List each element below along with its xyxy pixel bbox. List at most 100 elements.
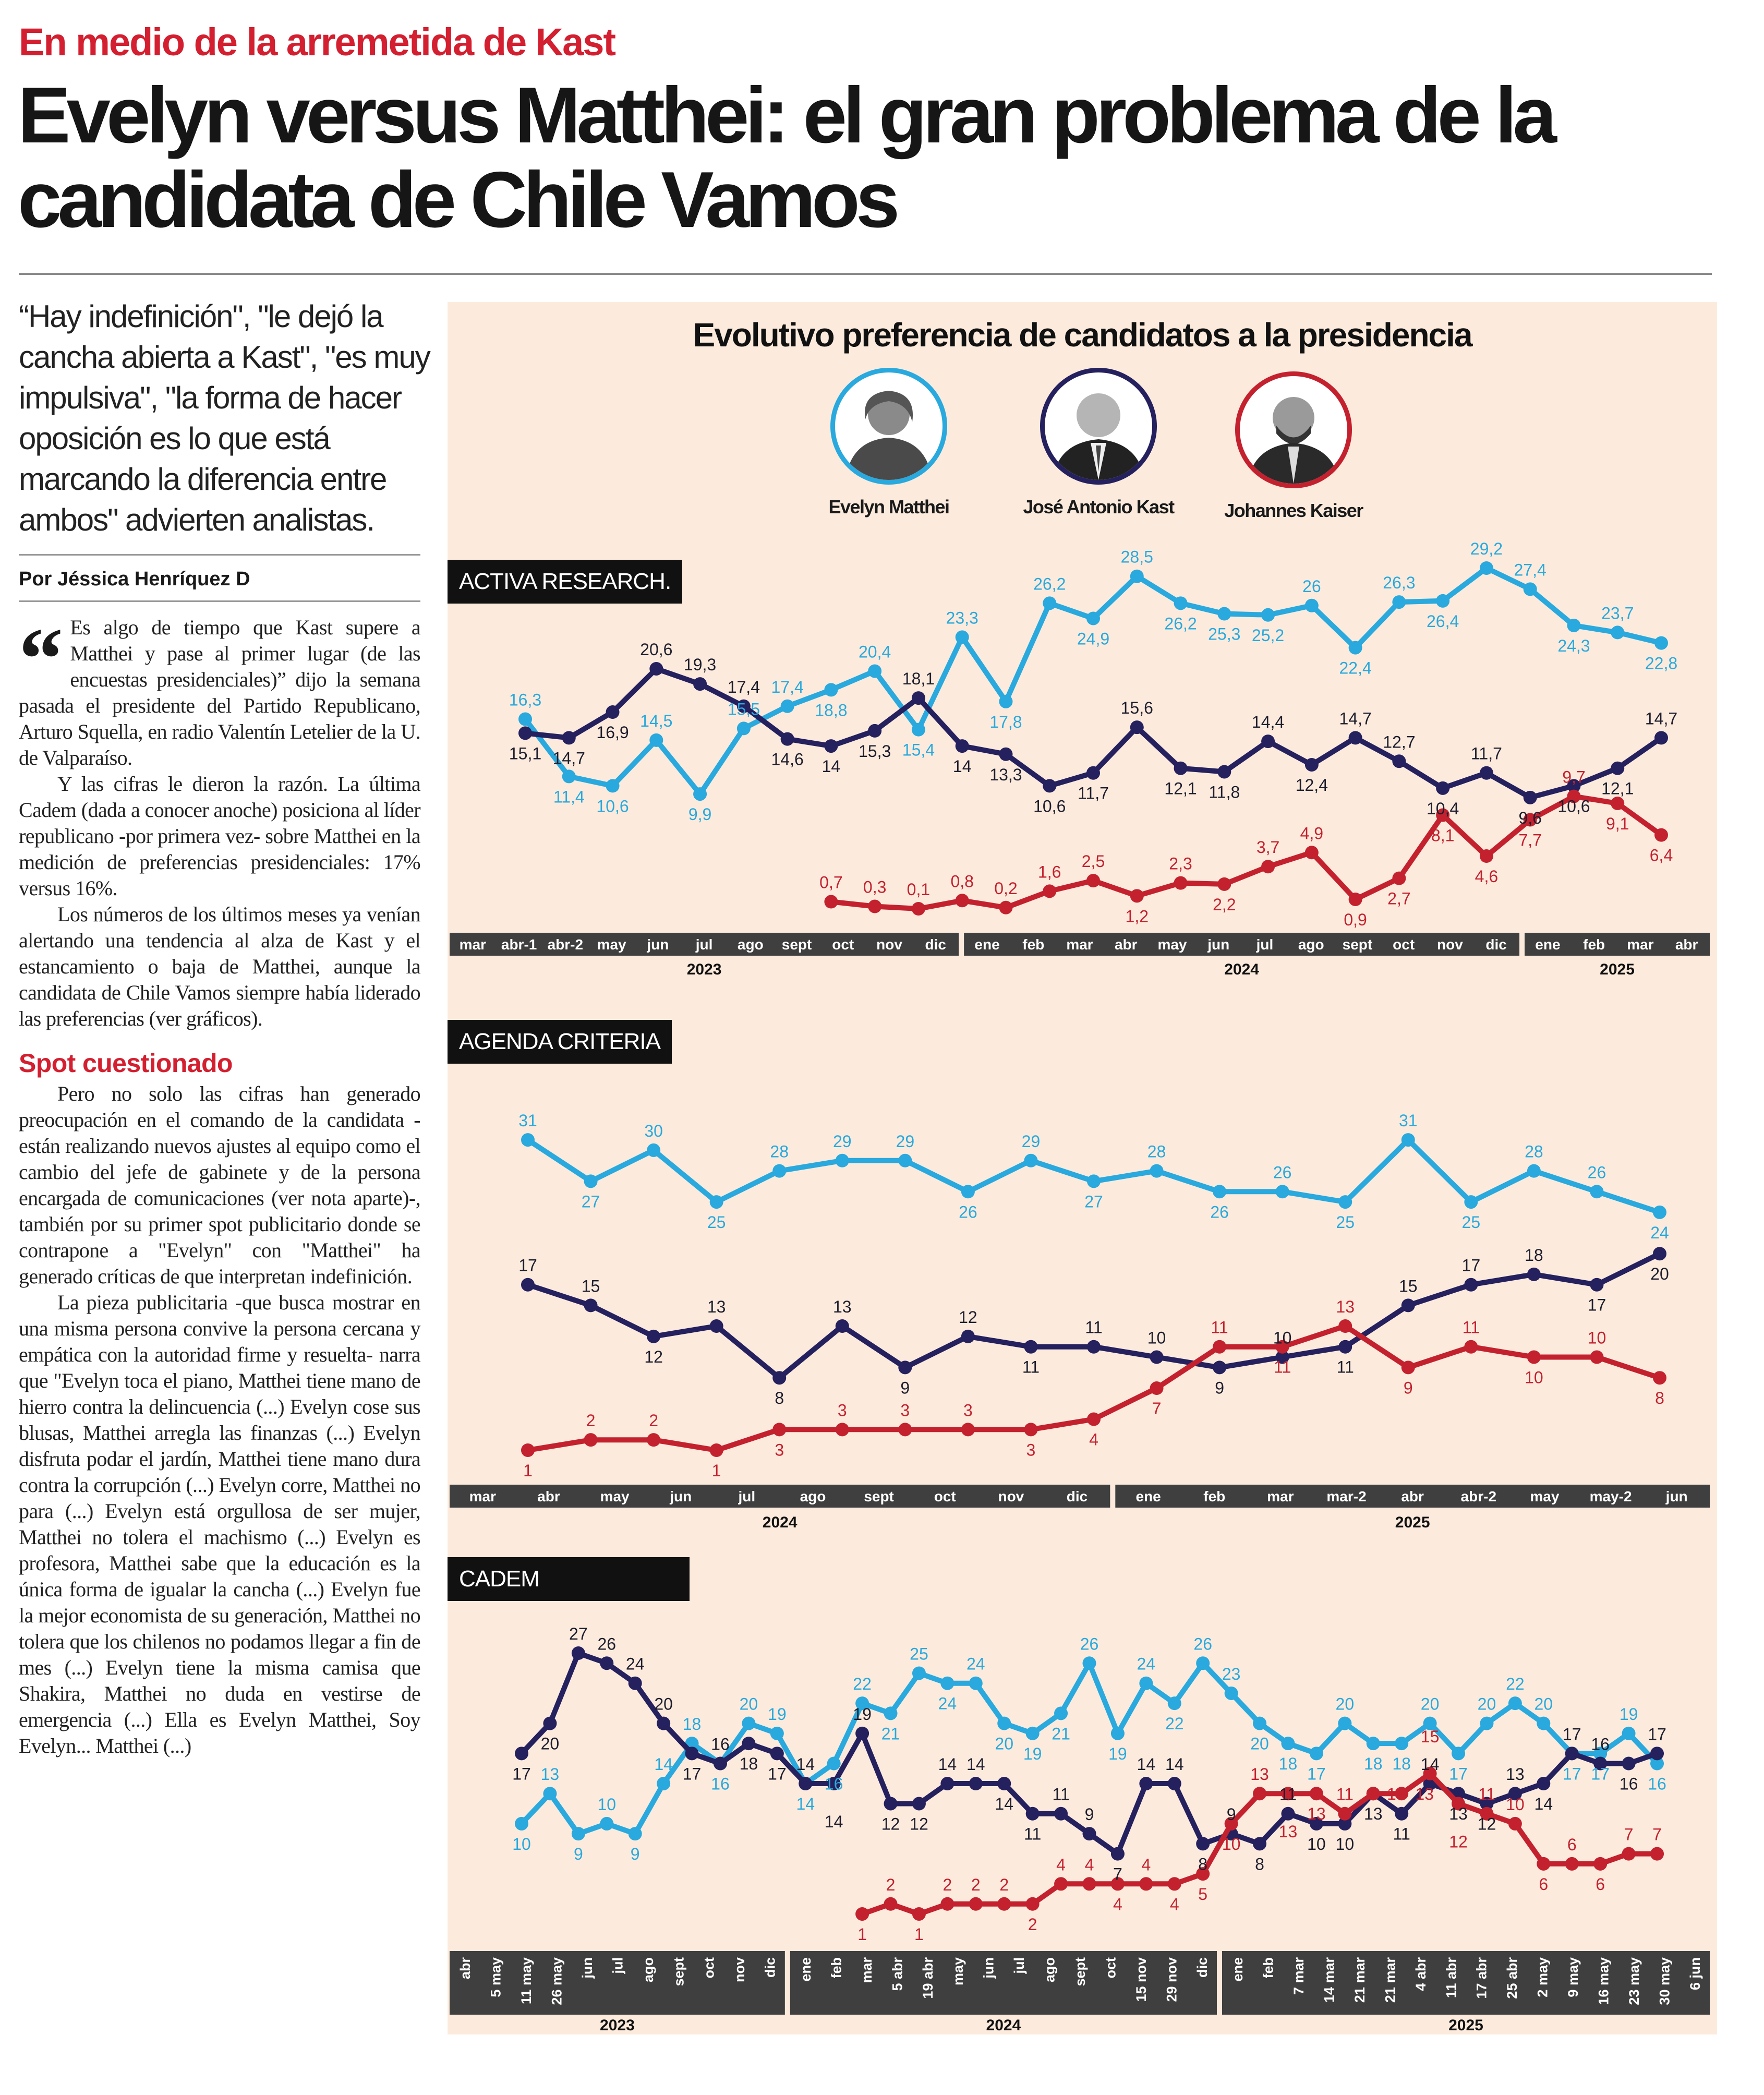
data-point xyxy=(647,1329,661,1343)
divider xyxy=(19,600,420,602)
data-point xyxy=(713,1756,727,1771)
data-label: 1 xyxy=(712,1461,721,1480)
data-label: 9,7 xyxy=(1562,768,1585,787)
axis-tick-label: 26 may xyxy=(549,1957,565,2005)
data-point xyxy=(1309,1787,1323,1801)
data-label: 16 xyxy=(1591,1735,1610,1754)
axis-tick-label: 6 jun xyxy=(1687,1957,1703,1990)
data-label: 17 xyxy=(518,1256,537,1275)
data-point xyxy=(1479,561,1493,575)
data-label: 2 xyxy=(971,1875,981,1894)
data-label: 11 xyxy=(1336,1785,1354,1804)
data-label: 11,7 xyxy=(1078,784,1109,803)
axis-tick-label: jun xyxy=(579,1957,595,1979)
portrait-kaiser xyxy=(1235,371,1352,488)
data-label: 18 xyxy=(1364,1754,1383,1773)
data-label: 15,1 xyxy=(509,744,541,763)
data-point xyxy=(584,1298,598,1313)
data-label: 10 xyxy=(1336,1835,1355,1853)
axis-tick-label: 19 abr xyxy=(920,1957,936,1999)
data-label: 13 xyxy=(1415,1785,1434,1803)
data-label: 25 xyxy=(1336,1213,1355,1232)
data-point xyxy=(693,787,707,801)
data-point xyxy=(997,1716,1011,1730)
data-label: 14 xyxy=(995,1795,1013,1813)
data-point xyxy=(1480,1807,1494,1821)
data-point xyxy=(1395,1737,1409,1751)
source-label-cadem: CADEM xyxy=(448,1557,690,1601)
data-point xyxy=(1523,582,1537,596)
data-point xyxy=(543,1716,557,1730)
data-label: 11 xyxy=(1085,1318,1102,1337)
data-label: 4 xyxy=(1089,1430,1098,1449)
data-label: 20 xyxy=(740,1695,758,1714)
data-label: 20 xyxy=(1421,1695,1440,1714)
data-label: 27 xyxy=(569,1624,588,1643)
data-label: 17 xyxy=(683,1764,702,1783)
data-label: 12 xyxy=(644,1347,663,1366)
data-point xyxy=(1479,766,1493,780)
data-point xyxy=(1338,1195,1352,1209)
axis-tick-label: 7 mar xyxy=(1291,1957,1307,1995)
axis-tick-label: feb xyxy=(1203,1488,1225,1504)
data-point xyxy=(1392,595,1406,609)
axis-bar-segment xyxy=(1222,1951,1710,2015)
data-point xyxy=(600,1656,614,1670)
candidate-name: José Antonio Kast xyxy=(1023,496,1175,517)
data-point xyxy=(1087,1174,1101,1188)
data-label: 25 xyxy=(707,1213,726,1232)
data-label: 29,2 xyxy=(1470,539,1503,558)
data-label: 12,1 xyxy=(1601,779,1634,798)
data-label: 13 xyxy=(1250,1765,1269,1784)
axis-tick-label: abr-2 xyxy=(548,936,583,953)
byline: Por Jéssica Henríquez D xyxy=(19,568,250,590)
axis-tick-label: jun xyxy=(669,1488,692,1504)
data-label: 29 xyxy=(896,1132,915,1151)
axis-tick-label: jul xyxy=(610,1957,625,1974)
data-label: 6 xyxy=(1567,1835,1577,1854)
data-label: 3,7 xyxy=(1256,838,1279,857)
data-point xyxy=(1567,618,1581,632)
data-point xyxy=(1086,611,1100,625)
data-point xyxy=(1567,779,1581,793)
data-label: 9 xyxy=(1215,1378,1224,1397)
data-point xyxy=(969,1676,983,1690)
data-label: 26,3 xyxy=(1383,573,1415,592)
data-label: 29 xyxy=(1022,1132,1041,1151)
data-point xyxy=(1224,1686,1238,1700)
data-label: 2 xyxy=(886,1875,896,1894)
data-label: 11 xyxy=(1274,1358,1291,1377)
candidate-kaiser: Johannes Kaiser xyxy=(1200,371,1387,522)
data-label: 10 xyxy=(512,1835,531,1853)
data-label: 15,4 xyxy=(902,741,935,760)
data-point xyxy=(940,1897,955,1911)
axis-tick-label: jun xyxy=(981,1957,997,1979)
data-label: 13,3 xyxy=(989,765,1022,784)
data-label: 21 xyxy=(881,1724,900,1743)
data-label: 2,7 xyxy=(1387,889,1410,908)
data-point xyxy=(1275,1185,1289,1199)
data-point xyxy=(1593,1756,1608,1771)
data-label: 19 xyxy=(1023,1744,1042,1763)
axis-tick-label: feb xyxy=(1583,936,1605,953)
data-point xyxy=(1611,761,1625,775)
data-label: 19,3 xyxy=(684,655,716,674)
data-label: 13 xyxy=(707,1297,726,1316)
article-body: “ Es algo de tiempo que Kast supere a Ma… xyxy=(19,615,421,1759)
data-point xyxy=(1217,607,1231,621)
data-point xyxy=(884,1897,898,1911)
data-point xyxy=(1436,594,1450,608)
data-point xyxy=(835,1319,849,1333)
data-point xyxy=(1087,1412,1101,1426)
data-label: 8 xyxy=(775,1389,784,1407)
data-label: 14 xyxy=(1535,1795,1553,1813)
data-label: 17 xyxy=(512,1764,531,1783)
data-point xyxy=(780,699,794,713)
data-point xyxy=(1479,849,1493,863)
data-label: 13 xyxy=(1279,1822,1298,1841)
axis-year-label: 2024 xyxy=(1224,961,1259,978)
data-label: 17 xyxy=(1563,1764,1581,1783)
data-label: 9 xyxy=(1404,1378,1413,1397)
data-label: 3 xyxy=(963,1401,973,1419)
data-label: 14 xyxy=(796,1755,815,1774)
